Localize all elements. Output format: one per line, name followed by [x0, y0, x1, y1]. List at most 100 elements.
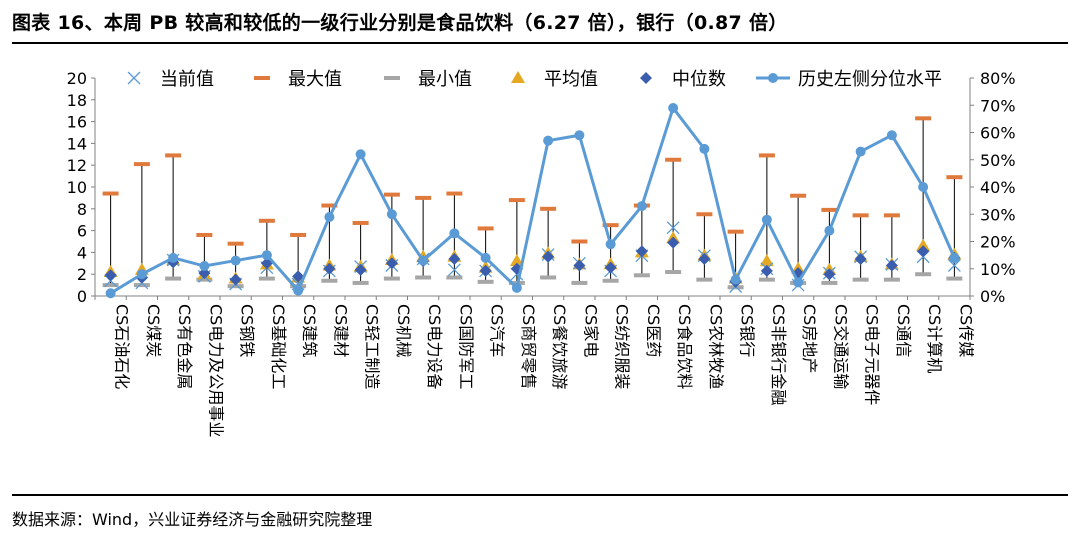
category-label: CS电力及公用事业 — [206, 304, 225, 437]
left-tick-label: 14 — [67, 134, 87, 153]
point-median — [760, 264, 773, 277]
legend-swatch — [254, 76, 270, 80]
point-min — [696, 277, 713, 282]
left-tick-label: 10 — [67, 178, 87, 197]
percentile-point — [949, 252, 960, 263]
category-label: CS有色金属 — [175, 304, 194, 389]
point-min — [196, 277, 213, 282]
category-label: CS建筑 — [300, 304, 319, 357]
category-label: CS钢铁 — [238, 304, 257, 357]
legend-swatch — [640, 72, 652, 84]
percentile-point — [543, 135, 554, 146]
percentile-point — [605, 239, 616, 250]
left-tick-label: 0 — [77, 287, 87, 306]
point-median — [292, 270, 305, 283]
percentile-point — [886, 130, 897, 141]
percentile-point — [918, 182, 929, 192]
point-min — [133, 283, 150, 288]
category-label: CS通信 — [894, 304, 913, 357]
percentile-point — [136, 269, 147, 280]
point-max — [227, 241, 244, 246]
point-max — [571, 239, 588, 244]
category-label: CS机械 — [394, 304, 413, 357]
point-min — [602, 278, 619, 283]
point-min — [102, 283, 119, 288]
point-median — [542, 250, 555, 263]
category-label: CS农林牧渔 — [706, 304, 725, 389]
point-min — [540, 275, 557, 280]
percentile-point — [793, 277, 804, 288]
point-max — [165, 153, 182, 158]
left-tick-label: 6 — [77, 222, 87, 241]
right-tick-label: 60% — [980, 124, 1016, 143]
category-label: CS交通运输 — [831, 304, 850, 389]
point-min — [633, 273, 650, 278]
left-tick-label: 4 — [77, 243, 87, 262]
legend-swatch — [511, 71, 525, 83]
point-min — [665, 270, 682, 275]
point-median — [604, 261, 617, 274]
percentile-point — [261, 250, 272, 261]
category-label: CS房地产 — [800, 304, 819, 373]
category-label: CS汽车 — [488, 304, 507, 357]
point-max — [602, 223, 619, 228]
right-tick-label: 30% — [980, 205, 1016, 224]
point-median — [354, 263, 367, 276]
category-label: CS建材 — [331, 304, 350, 357]
percentile-point — [855, 146, 866, 157]
category-label: CS国防军工 — [456, 304, 475, 389]
category-label: CS传媒 — [956, 304, 975, 357]
point-max — [196, 232, 213, 237]
left-tick-label: 8 — [77, 200, 87, 219]
point-median — [854, 252, 867, 265]
point-min — [446, 275, 463, 280]
percentile-point — [105, 288, 116, 299]
point-max — [133, 162, 150, 167]
percentile-line — [109, 104, 956, 295]
point-min — [415, 275, 432, 280]
point-average — [916, 238, 931, 251]
point-median — [323, 262, 336, 275]
point-min — [758, 277, 775, 282]
point-min — [165, 276, 182, 281]
category-label: CS基础化工 — [269, 304, 288, 389]
right-tick-label: 20% — [980, 233, 1016, 252]
percentile-point — [636, 201, 647, 212]
point-min — [883, 277, 900, 282]
point-min — [852, 277, 869, 282]
point-current — [947, 259, 961, 272]
right-tick-label: 0% — [980, 287, 1005, 306]
point-median — [104, 269, 117, 282]
category-label: CS食品饮料 — [675, 304, 694, 389]
point-median — [667, 236, 680, 249]
category-label: CS电子元器件 — [863, 304, 882, 405]
category-label: CS石油石化 — [113, 304, 132, 389]
legend-swatch — [384, 76, 400, 80]
category-label: CS纺织服装 — [613, 304, 632, 389]
point-max — [102, 191, 119, 196]
point-median — [573, 259, 586, 272]
point-median — [698, 252, 711, 265]
legend-label: 最小值 — [418, 69, 472, 90]
percentile-point — [449, 228, 460, 239]
legend-label: 中位数 — [672, 69, 726, 90]
point-max — [946, 175, 963, 180]
point-max — [696, 212, 713, 217]
point-max — [883, 213, 900, 218]
point-min — [915, 272, 932, 277]
point-median — [635, 245, 648, 258]
point-median — [198, 267, 211, 280]
left-tick-label: 16 — [67, 113, 87, 132]
point-current — [447, 263, 461, 277]
percentile-point — [199, 261, 210, 272]
percentile-point — [824, 225, 835, 236]
point-current — [666, 221, 680, 235]
left-tick-label: 18 — [67, 91, 87, 110]
point-average — [509, 254, 524, 267]
point-max — [540, 206, 557, 211]
category-label: CS电力设备 — [425, 304, 444, 389]
chart-title: 图表 16、本周 PB 较高和较低的一级行业分别是食品饮料（6.27 倍），银行… — [12, 12, 788, 34]
right-tick-label: 40% — [980, 178, 1016, 197]
percentile-point — [480, 252, 491, 263]
point-max — [383, 192, 400, 197]
